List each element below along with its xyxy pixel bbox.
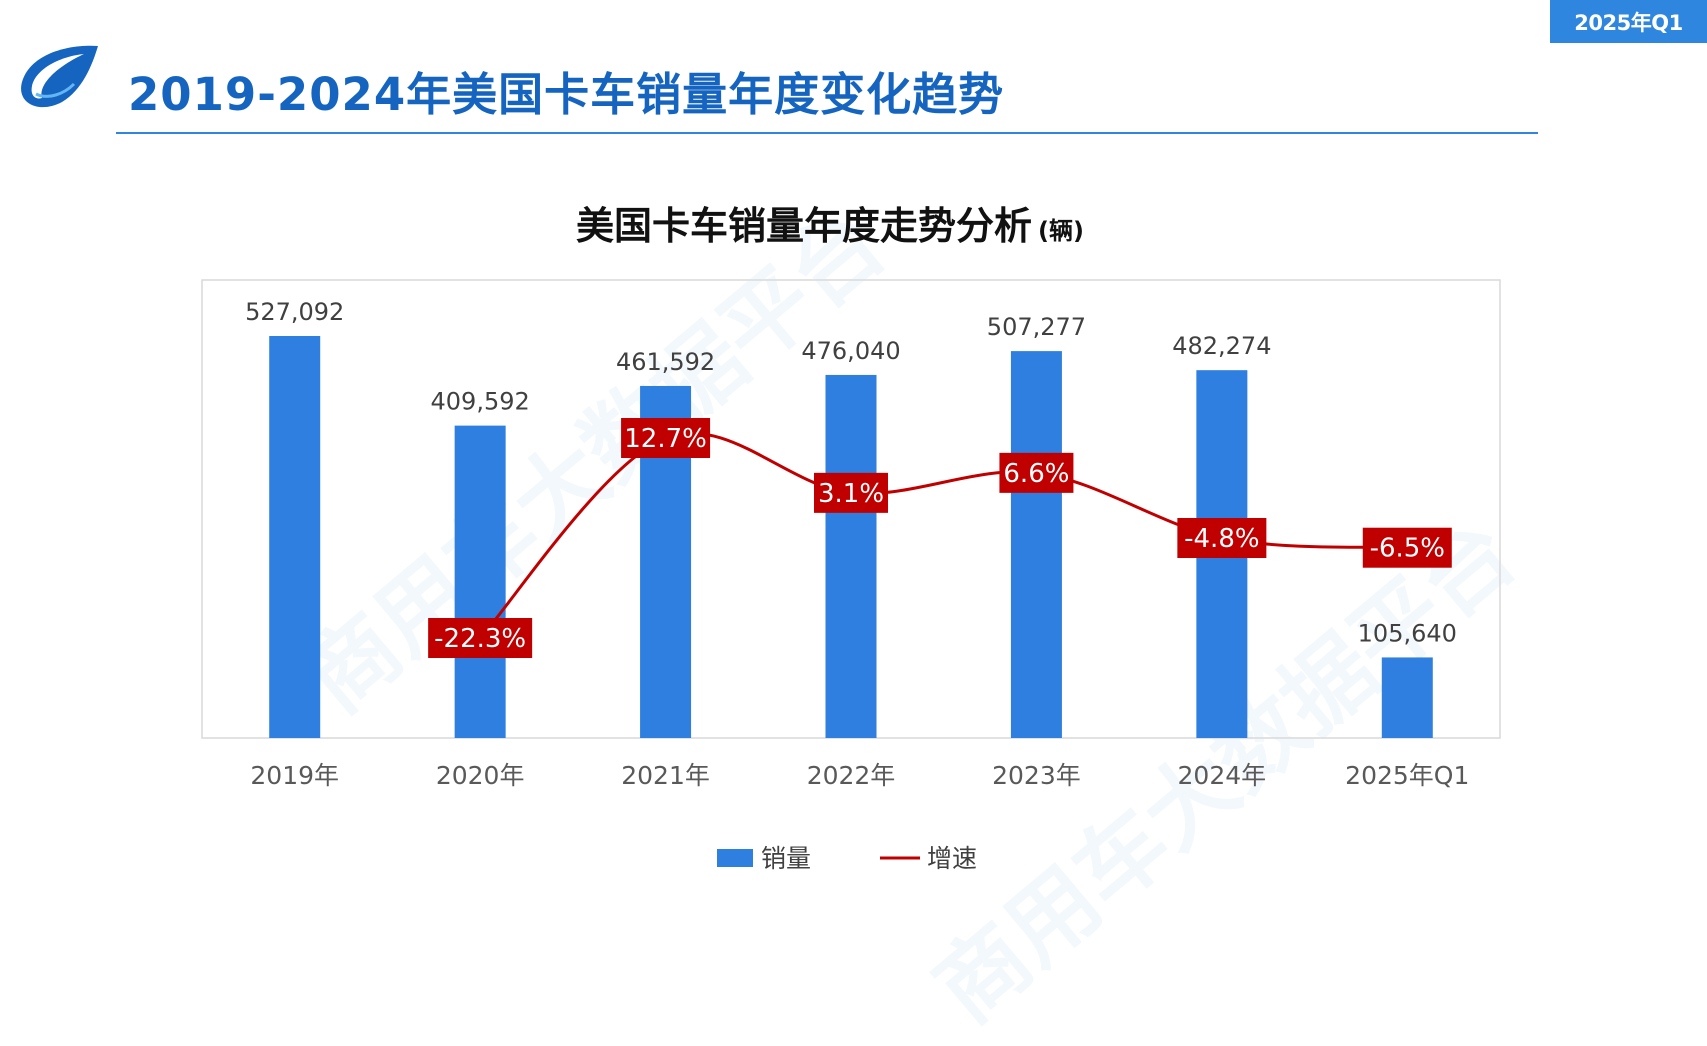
legend-bar-label: 销量: [761, 844, 811, 873]
x-tick-label: 2021年: [621, 761, 710, 790]
chart: 527,092 409,592 461,592 476,040 507,277 482,2…: [201, 279, 1501, 873]
chart-title-block: 美国卡车销量年度走势分析 (辆): [0, 195, 1660, 250]
growth-value-label: 3.1%: [818, 479, 884, 509]
x-tick-label: 2020年: [436, 761, 525, 790]
growth-value-label: -4.8%: [1184, 524, 1259, 554]
bar-value-label: 105,640: [1358, 619, 1457, 647]
bar: [1010, 351, 1062, 738]
brand-logo-icon: [21, 45, 99, 108]
bar: [454, 425, 506, 738]
growth-label-box: [1362, 527, 1452, 568]
x-tick-label: 2019年: [250, 761, 339, 790]
title-divider: [116, 132, 1538, 134]
bar-value-label: 409,592: [431, 388, 530, 416]
growth-value-label: -22.3%: [434, 624, 526, 654]
bar-value-label: 461,592: [616, 348, 715, 376]
growth-label-box: [621, 418, 711, 458]
bar: [825, 374, 877, 738]
x-tick-label: 2025年Q1: [1345, 761, 1469, 790]
bar-value-label: 476,040: [801, 337, 900, 365]
bar: [1381, 657, 1433, 738]
bar-value-label: 507,277: [987, 313, 1086, 341]
bar-value-label: 482,274: [1172, 332, 1271, 360]
growth-label-box: [814, 472, 888, 513]
growth-label-box: [428, 618, 533, 658]
bar-value-label: 527,092: [245, 298, 344, 326]
bar: [269, 336, 321, 738]
chart-unit: (辆): [1038, 217, 1084, 245]
x-tick-label: 2023年: [992, 761, 1081, 790]
page-title: 2019-2024年美国卡车销量年度变化趋势: [128, 68, 1005, 121]
growth-line: [479, 431, 1408, 640]
period-badge: 2025年Q1: [1550, 0, 1707, 43]
x-tick-label: 2024年: [1178, 761, 1267, 790]
legend-bar-swatch: [717, 849, 753, 867]
growth-label-box: [999, 452, 1074, 493]
x-tick-label: 2022年: [807, 761, 896, 790]
growth-value-label: -6.5%: [1370, 534, 1445, 564]
growth-value-label: 6.6%: [1003, 459, 1069, 489]
growth-label-box: [1177, 518, 1267, 558]
growth-value-label: 12.7%: [624, 424, 707, 454]
chart-title: 美国卡车销量年度走势分析: [576, 204, 1033, 248]
legend-line-label: 增速: [927, 844, 977, 873]
